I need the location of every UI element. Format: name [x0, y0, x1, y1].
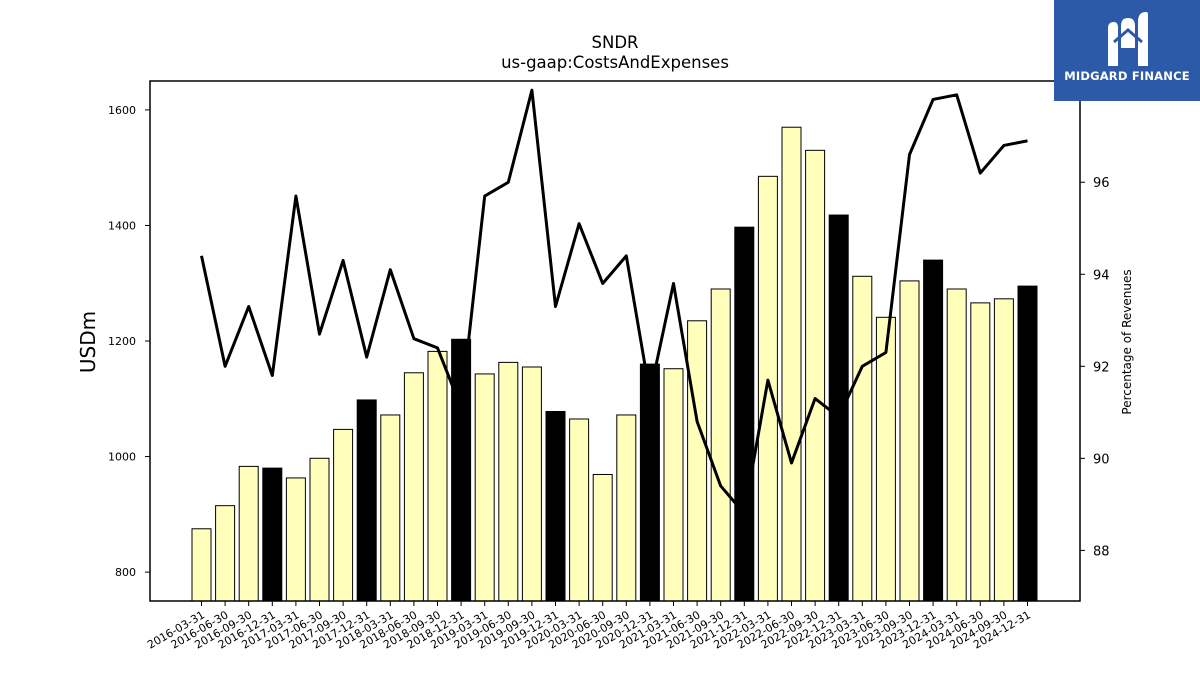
- y2-tick-label: 94: [1093, 268, 1110, 283]
- bar: [333, 428, 354, 602]
- bar: [498, 361, 519, 602]
- midgard-logo-icon: [1108, 12, 1148, 66]
- bar: [923, 259, 944, 602]
- midgard-finance-logo: MIDGARD FINANCE: [1054, 0, 1200, 101]
- y-tick-label: 1200: [108, 335, 136, 348]
- bar: [545, 410, 566, 602]
- bar: [993, 298, 1014, 602]
- y2-tick-label: 96: [1093, 176, 1110, 191]
- percentage-line: [200, 88, 1028, 516]
- bar: [451, 338, 472, 602]
- bar: [687, 320, 708, 602]
- bar: [191, 528, 212, 602]
- chart-subtitle: us-gaap:CostsAndExpenses: [501, 53, 729, 72]
- bar: [875, 316, 896, 602]
- bar: [427, 350, 448, 602]
- bar-series: [191, 126, 1038, 602]
- bar: [521, 366, 542, 602]
- bar: [569, 418, 590, 602]
- bar: [639, 363, 660, 602]
- bar: [828, 214, 849, 602]
- bar: [380, 414, 401, 602]
- y2-axis-label: Percentage of Revenues: [1120, 269, 1134, 414]
- bar: [734, 226, 755, 602]
- y2-tick-label: 90: [1093, 452, 1110, 467]
- y-tick-label: 1000: [108, 451, 136, 464]
- bar: [356, 399, 377, 602]
- bar: [262, 467, 283, 602]
- bar: [616, 414, 637, 602]
- bar: [403, 372, 424, 602]
- bar: [309, 457, 330, 602]
- line-series: [200, 88, 1028, 516]
- bar: [215, 505, 236, 602]
- bar: [899, 280, 920, 602]
- y-tick-label: 800: [115, 566, 136, 579]
- y-tick-label: 1400: [108, 219, 136, 232]
- bar: [592, 473, 613, 602]
- y-axis-label: USDm: [76, 311, 100, 373]
- chart-title: SNDR: [592, 33, 639, 52]
- bar: [781, 126, 802, 602]
- bar: [805, 149, 826, 602]
- bar: [946, 288, 967, 602]
- bar: [238, 465, 259, 602]
- bar: [1017, 285, 1038, 602]
- x-axis: 2016-03-312016-06-302016-09-302016-12-31…: [145, 601, 1033, 652]
- y-axis: 800 1000 1200 1400 1600: [108, 104, 150, 579]
- bar: [285, 477, 306, 602]
- y2-tick-label: 88: [1093, 544, 1110, 559]
- y-tick-label: 1600: [108, 104, 136, 117]
- bar: [970, 302, 991, 602]
- logo-text: MIDGARD FINANCE: [1064, 69, 1190, 83]
- bar: [852, 275, 873, 602]
- y2-axis: 88 90 92 94 96: [1080, 176, 1110, 559]
- y2-tick-label: 92: [1093, 360, 1110, 375]
- bar: [710, 288, 731, 602]
- bar: [474, 373, 495, 602]
- bar: [663, 368, 684, 602]
